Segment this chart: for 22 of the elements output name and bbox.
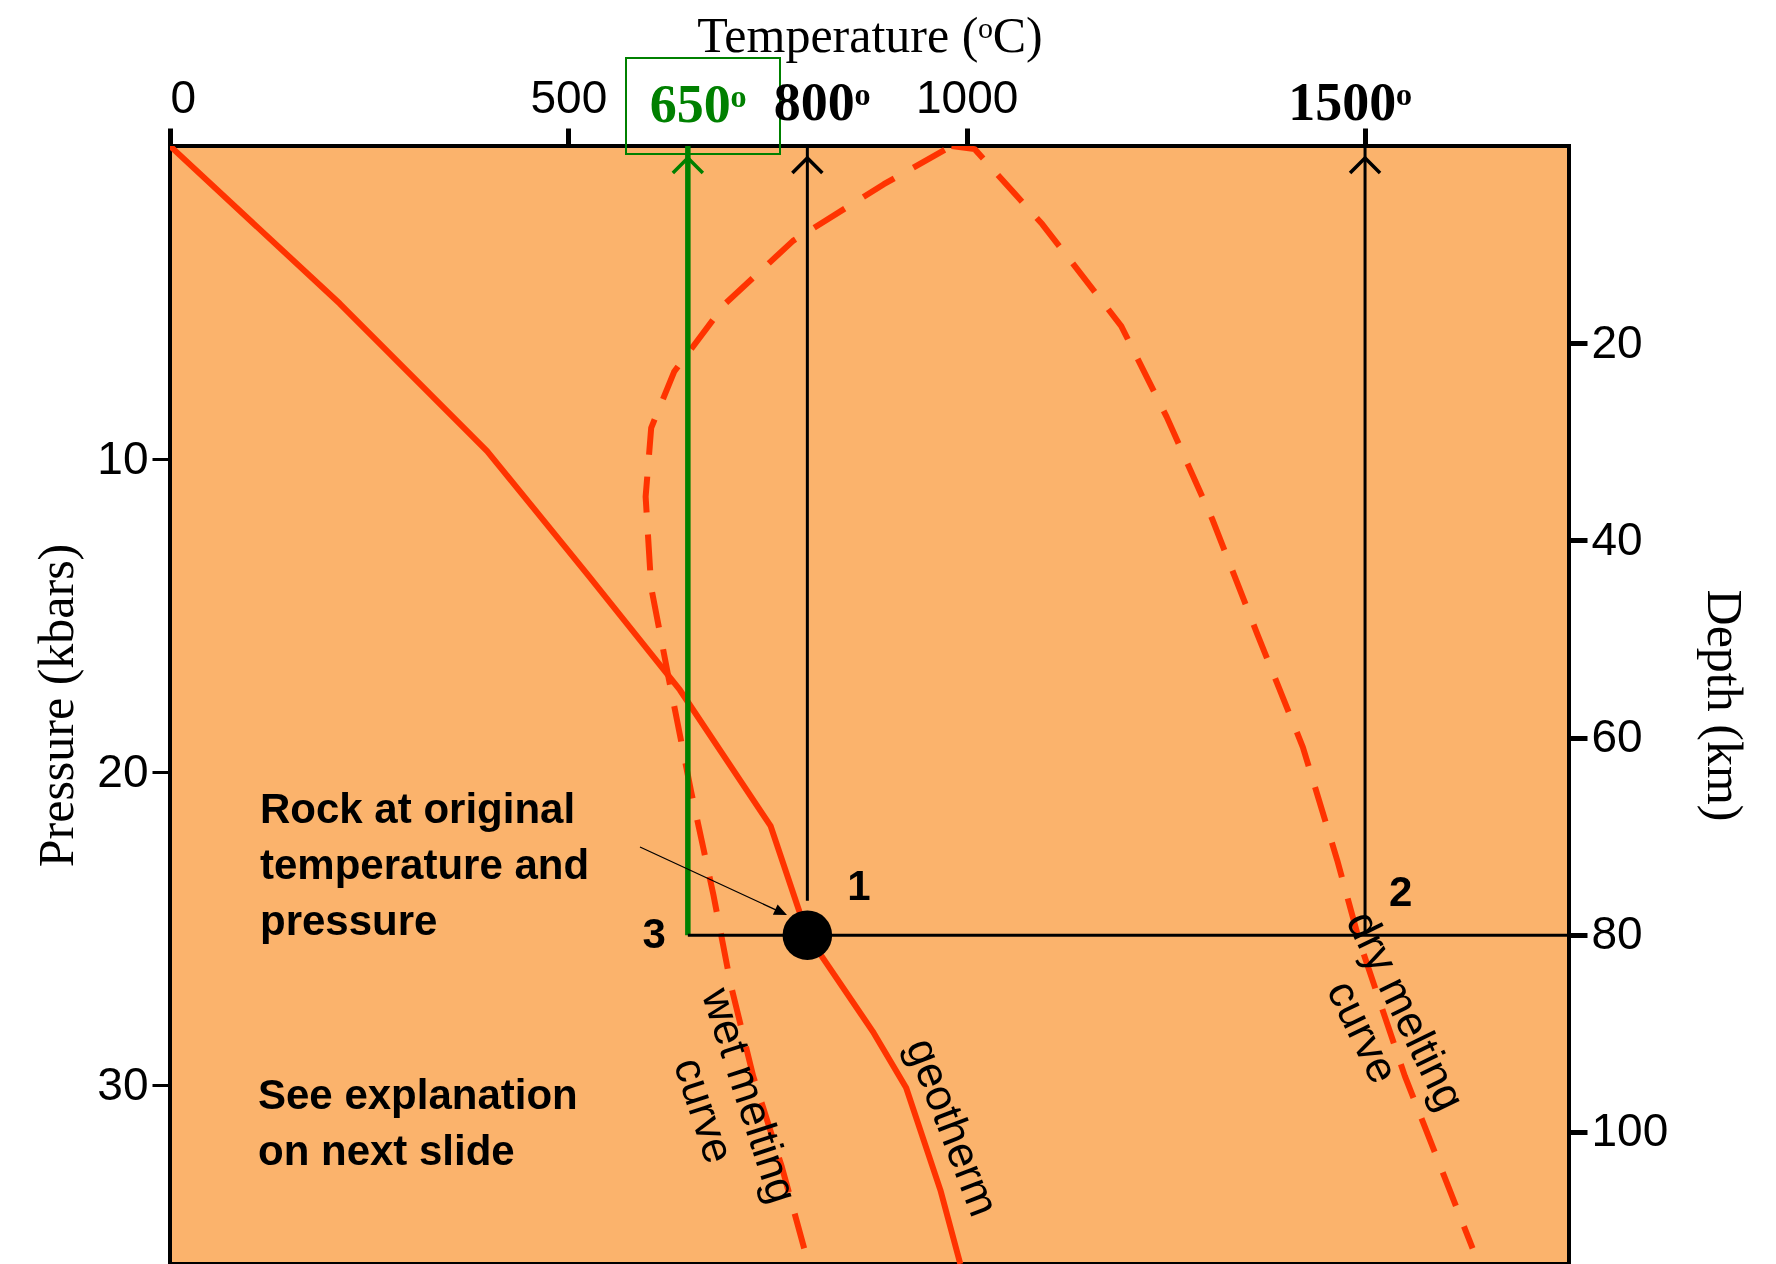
x-tick-label: 1000: [916, 70, 1019, 123]
y-tick-label: 20: [97, 744, 149, 797]
text: 650ᵒ: [649, 74, 747, 134]
text: wet melting curve: [664, 980, 809, 1209]
y-axis-title: Pressure (kbars): [28, 543, 85, 868]
annotation: Rock at original temperature and pressure: [260, 785, 590, 944]
annotation: 3: [642, 910, 666, 958]
y2-tick-label: 20: [1591, 315, 1643, 368]
y2-tick-label: 80: [1591, 907, 1643, 960]
y2-tick-label: 60: [1591, 710, 1643, 763]
y2-tick-label: 40: [1591, 512, 1643, 565]
x-tick-label: 500: [530, 70, 608, 123]
x-tick-label: 0: [170, 70, 197, 123]
text: 1500ᵒ: [1288, 72, 1412, 132]
y-tick-label: 30: [97, 1058, 149, 1110]
y2-axis-title: Depth (km): [1697, 589, 1754, 822]
x-axis-title: Temperature (ᵒC): [697, 6, 1043, 63]
annotation: 2: [1389, 868, 1413, 916]
y2-tick-label: 100: [1591, 1104, 1669, 1157]
annotation: 1: [847, 862, 871, 910]
y-tick-label: 10: [97, 431, 149, 484]
annotation: See explanation on next slide: [258, 1071, 578, 1174]
